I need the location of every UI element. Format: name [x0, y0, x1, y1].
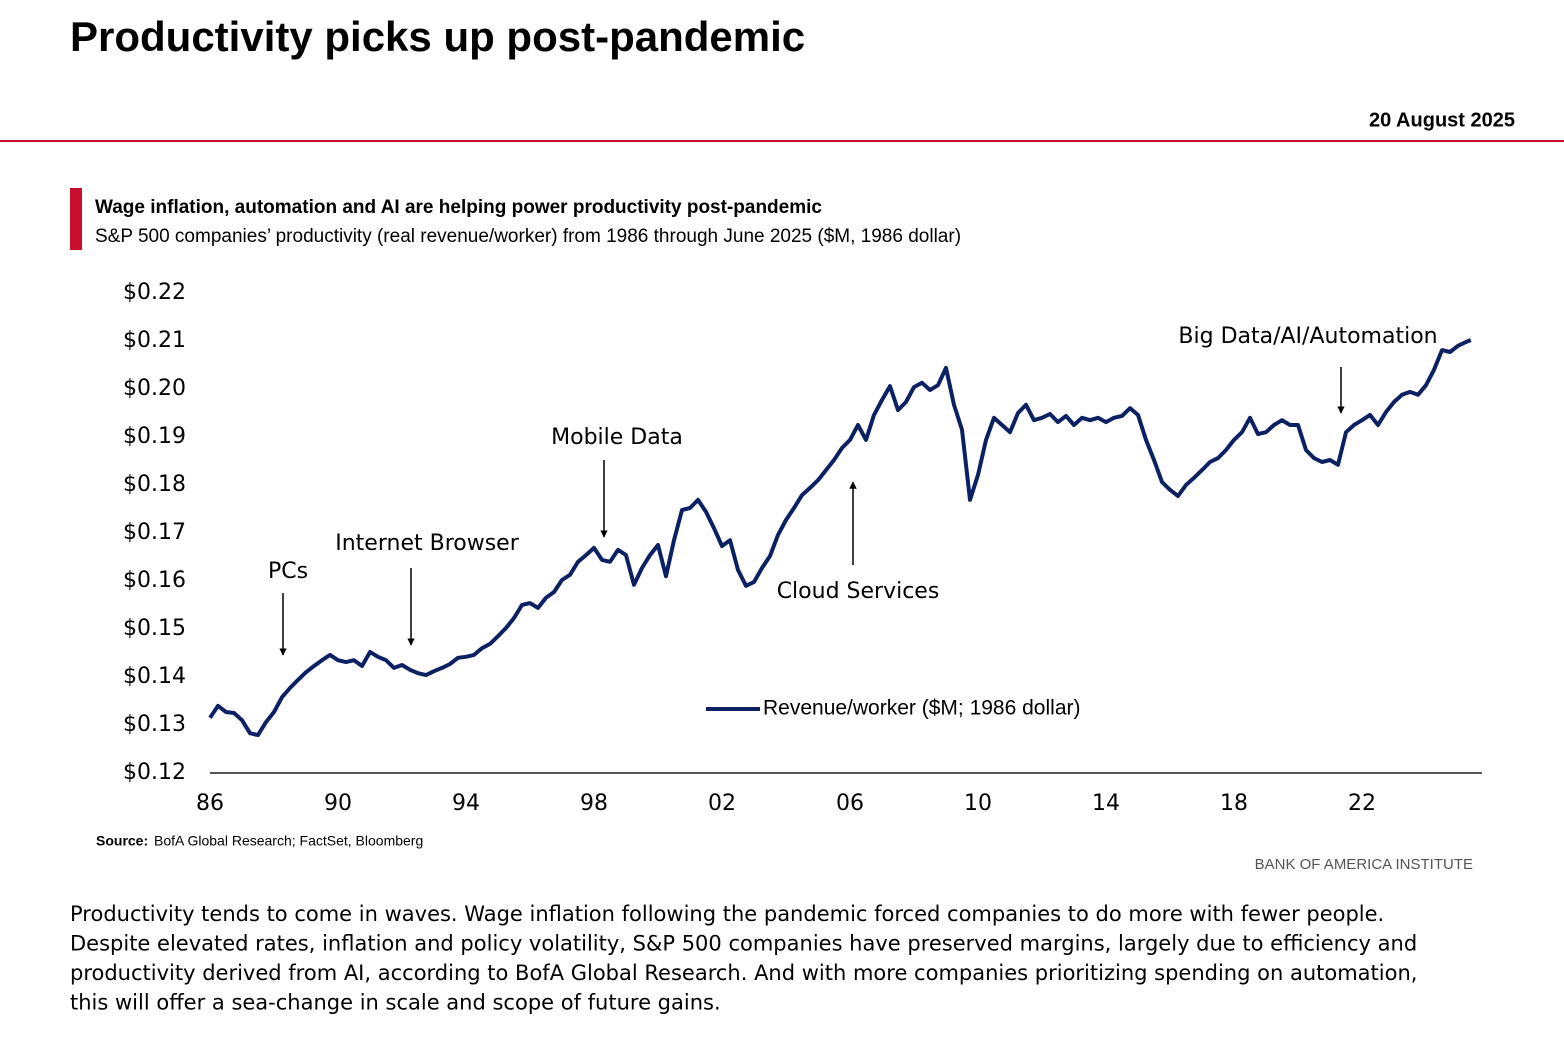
y-tick-label: $0.16	[123, 568, 186, 593]
date: 20 August 2025	[1369, 109, 1515, 131]
x-tick-label: 02	[708, 791, 736, 816]
body-line: this will offer a sea-change in scale an…	[70, 991, 721, 1015]
annotation: PCs	[268, 559, 308, 584]
x-tick-label: 90	[324, 791, 352, 816]
x-tick-label: 10	[964, 791, 992, 816]
x-tick-label: 06	[836, 791, 864, 816]
chart-subtitle: S&P 500 companies’ productivity (real re…	[95, 226, 961, 247]
source-label: Source:	[96, 833, 148, 849]
y-tick-label: $0.22	[123, 280, 186, 305]
body-line: Despite elevated rates, inflation and po…	[70, 932, 1417, 956]
y-tick-label: $0.17	[123, 520, 186, 545]
annotation: Internet Browser	[335, 531, 519, 556]
body-line: Productivity tends to come in waves. Wag…	[70, 902, 1384, 926]
series-line	[208, 338, 1472, 738]
annotation: Cloud Services	[777, 579, 940, 604]
legend-label: Revenue/worker ($M; 1986 dollar)	[763, 697, 1080, 720]
y-tick-label: $0.21	[123, 328, 186, 353]
y-tick-label: $0.18	[123, 472, 186, 497]
chart-title: Wage inflation, automation and AI are he…	[95, 197, 822, 218]
y-tick-label: $0.12	[123, 760, 186, 785]
annotation: Mobile Data	[551, 425, 683, 450]
y-tick-label: $0.19	[123, 424, 186, 449]
x-tick-label: 98	[580, 791, 608, 816]
x-tick-label: 18	[1220, 791, 1248, 816]
y-tick-label: $0.20	[123, 376, 186, 401]
y-tick-label: $0.13	[123, 712, 186, 737]
credit: BANK OF AMERICA INSTITUTE	[1255, 856, 1473, 873]
x-tick-label: 22	[1348, 791, 1376, 816]
title-bar	[70, 188, 82, 250]
x-tick-label: 14	[1092, 791, 1120, 816]
x-tick-label: 94	[452, 791, 480, 816]
source-text: BofA Global Research; FactSet, Bloomberg	[154, 833, 423, 849]
y-tick-label: $0.14	[123, 664, 186, 689]
x-tick-label: 86	[196, 791, 224, 816]
y-tick-label: $0.15	[123, 616, 186, 641]
body-line: productivity derived from AI, according …	[70, 961, 1417, 985]
annotation: Big Data/AI/Automation	[1178, 324, 1437, 349]
page-title: Productivity picks up post-pandemic	[70, 13, 805, 60]
